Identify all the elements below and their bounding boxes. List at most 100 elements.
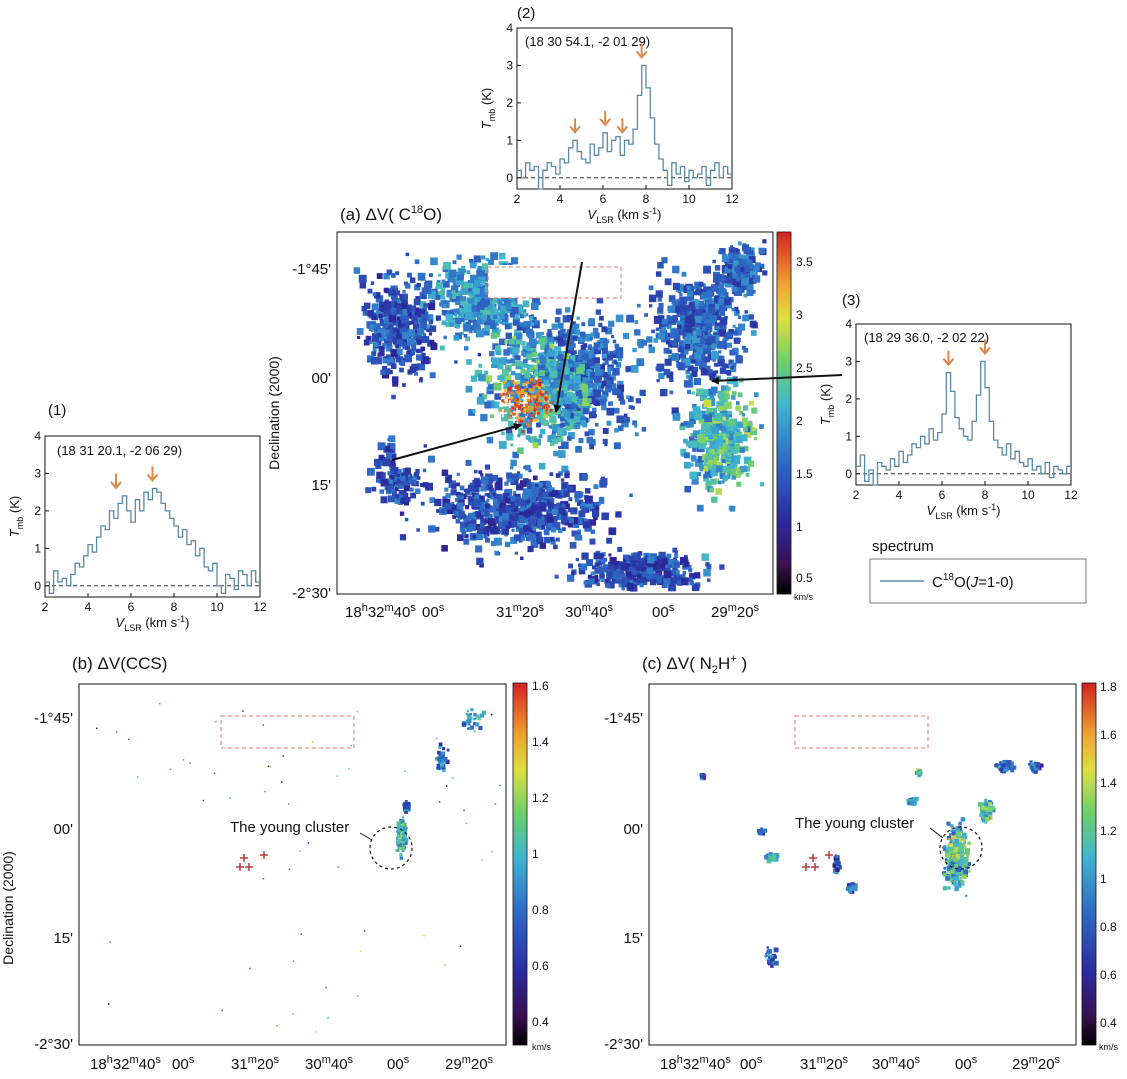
emission-pixel	[609, 568, 613, 572]
emission-pixel	[680, 304, 686, 311]
emission-pixel	[499, 409, 503, 413]
emission-pixel	[492, 498, 498, 504]
emission-pixel	[687, 389, 692, 394]
emission-pixel	[392, 327, 398, 333]
y-tick-label: 3	[845, 354, 852, 368]
emission-pixel	[415, 336, 423, 343]
emission-pixel	[666, 553, 672, 559]
emission-pixel	[523, 397, 527, 401]
emission-pixel	[445, 313, 453, 322]
emission-pixel	[628, 575, 634, 581]
emission-pixel	[589, 519, 596, 526]
emission-pixel	[994, 763, 999, 768]
emission-pixel	[943, 873, 947, 877]
emission-pixel	[615, 350, 624, 359]
emission-pixel	[568, 486, 574, 492]
emission-pixel	[394, 319, 400, 324]
emission-pixel	[390, 363, 397, 369]
spectrum-ylabel: Tmb (K)	[479, 88, 497, 129]
emission-pixel	[520, 368, 525, 374]
emission-pixel	[590, 332, 595, 337]
emission-pixel	[946, 870, 949, 873]
emission-pixel	[455, 318, 462, 325]
emission-pixel	[547, 329, 552, 334]
emission-pixel	[419, 377, 423, 381]
emission-pixel	[497, 299, 503, 305]
emission-pixel	[955, 871, 959, 875]
emission-pixel	[493, 505, 502, 514]
emission-pixel	[391, 394, 396, 400]
emission-pixel	[371, 303, 379, 311]
emission-pixel	[540, 505, 547, 512]
emission-pixel	[475, 329, 484, 338]
emission-pixel	[595, 309, 602, 315]
emission-pixel	[498, 521, 506, 529]
emission-pixel	[594, 364, 601, 371]
emission-pixel	[483, 534, 488, 539]
emission-pixel	[726, 371, 732, 376]
emission-pixel	[547, 512, 553, 519]
emission-pixel	[540, 393, 544, 397]
emission-pixel	[528, 383, 534, 389]
emission-pixel	[511, 406, 515, 410]
emission-pixel	[534, 369, 541, 377]
emission-pixel	[439, 345, 445, 351]
emission-pixel	[467, 279, 473, 285]
emission-pixel	[612, 571, 621, 579]
c18o-emission	[353, 239, 768, 592]
emission-pixel	[372, 334, 380, 342]
protostar-cross	[513, 408, 521, 416]
emission-pixel	[526, 353, 533, 360]
emission-pixel	[657, 307, 664, 313]
emission-pixel	[396, 305, 402, 311]
emission-pixel	[670, 333, 676, 339]
emission-pixel	[529, 375, 535, 381]
emission-pixel	[587, 382, 593, 389]
emission-pixel	[706, 290, 712, 296]
emission-pixel	[466, 713, 471, 718]
emission-pixel	[689, 285, 694, 290]
emission-pixel	[711, 462, 719, 470]
emission-pixel	[602, 350, 610, 359]
emission-pixel	[458, 308, 464, 314]
emission-pixel	[573, 350, 577, 355]
spectrum-line	[517, 64, 732, 190]
emission-pixel	[600, 578, 605, 583]
emission-pixel	[721, 480, 725, 484]
emission-pixel	[957, 882, 961, 887]
emission-pixel	[537, 518, 545, 526]
emission-pixel	[388, 342, 392, 346]
emission-pixel	[481, 300, 488, 308]
emission-pixel	[649, 577, 653, 581]
emission-pixel	[513, 381, 517, 385]
emission-pixel	[517, 499, 524, 506]
emission-pixel	[594, 574, 598, 578]
emission-pixel	[707, 299, 712, 304]
emission-pixel	[984, 802, 989, 807]
emission-pixel	[653, 315, 662, 324]
emission-pixel	[570, 325, 575, 330]
emission-pixel	[463, 283, 469, 289]
emission-pixel	[599, 557, 604, 561]
emission-pixel	[552, 424, 560, 432]
emission-pixel	[452, 504, 457, 510]
emission-pixel	[728, 414, 732, 418]
emission-pixel	[487, 518, 496, 526]
emission-pixel	[686, 440, 692, 447]
emission-pixel	[950, 824, 954, 828]
emission-pixel	[518, 511, 523, 516]
emission-pixel	[749, 276, 757, 284]
emission-pixel	[429, 497, 436, 503]
emission-pixel	[379, 489, 384, 494]
emission-pixel	[363, 302, 371, 310]
emission-pixel	[535, 384, 539, 388]
emission-pixel	[398, 835, 402, 838]
emission-pixel	[486, 484, 493, 491]
protostar-cross	[499, 409, 507, 417]
emission-pixel	[549, 343, 554, 349]
emission-pixel	[411, 482, 415, 486]
panel-b-dec-ticks: -1°45' 00' 15' -2°30'	[34, 710, 73, 1053]
emission-pixel	[546, 337, 554, 346]
emission-pixel	[956, 865, 962, 870]
emission-pixel	[531, 541, 537, 547]
